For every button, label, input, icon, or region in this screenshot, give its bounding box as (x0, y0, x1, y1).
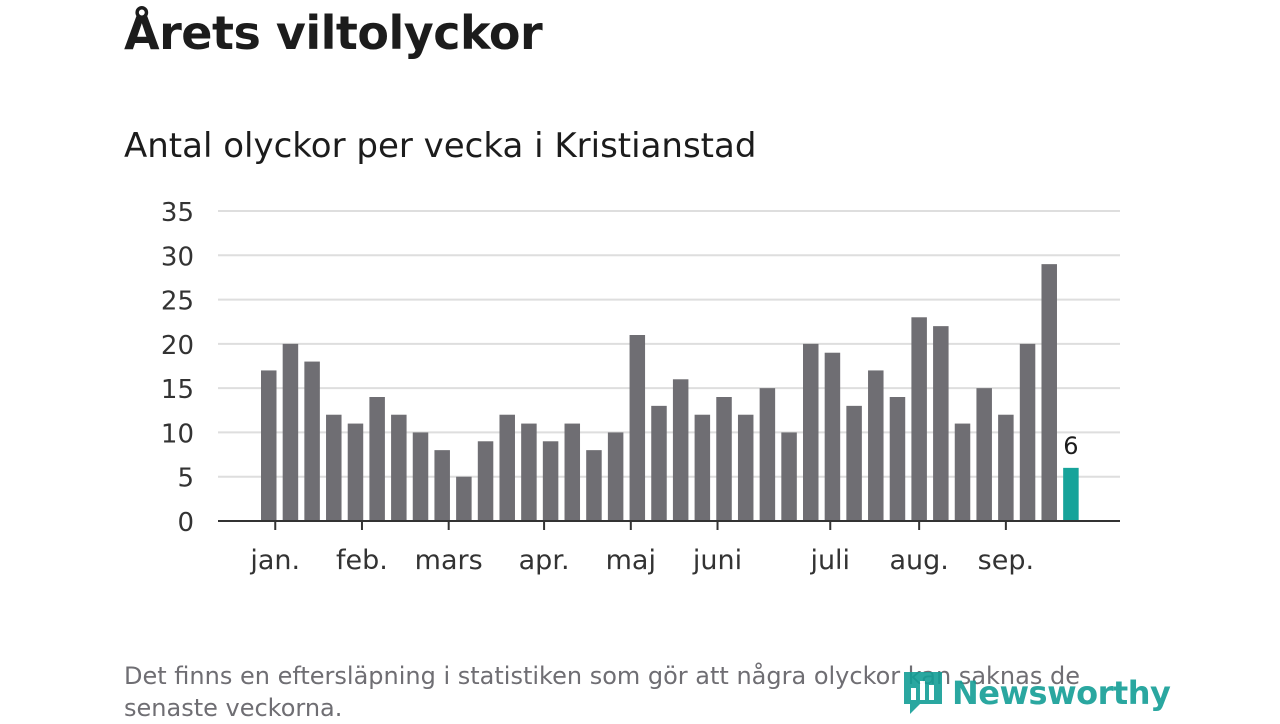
bar (672, 379, 689, 521)
brand-logo: Newsworthy (900, 668, 1171, 718)
bar (326, 414, 342, 521)
bar (282, 343, 299, 521)
x-tick-label: maj (606, 545, 656, 576)
bar (998, 414, 1014, 521)
bar (824, 352, 841, 521)
bar (911, 317, 927, 521)
bar (347, 423, 364, 521)
data-label: 6 (1063, 432, 1078, 460)
bar (369, 397, 385, 521)
bar (889, 397, 906, 521)
x-tick-label: jan. (249, 545, 300, 576)
x-tick-label: aug. (889, 545, 948, 576)
bar (629, 335, 646, 521)
bar (607, 432, 624, 521)
bar (1041, 264, 1057, 521)
bar (803, 343, 819, 521)
bar-chart-speech-bubble-icon (904, 672, 942, 714)
chart-subtitle: Antal olyckor per vecka i Kristianstad (124, 126, 757, 166)
bar (846, 405, 862, 521)
bar (477, 441, 494, 521)
bar (542, 441, 559, 521)
bar (651, 405, 667, 521)
data-labels: 6 (1063, 432, 1078, 460)
x-tick-label: juli (809, 545, 850, 576)
bar (521, 423, 537, 521)
y-tick-label: 0 (177, 508, 194, 538)
bar (391, 414, 407, 521)
brand-name: Newsworthy (952, 674, 1171, 712)
x-tick-label: mars (415, 545, 483, 576)
bar (434, 450, 450, 521)
bar (759, 388, 776, 521)
bar (564, 423, 581, 521)
x-tick-label: feb. (336, 545, 388, 576)
y-tick-label: 5 (177, 464, 194, 494)
y-tick-label: 35 (161, 198, 194, 228)
y-tick-label: 15 (161, 375, 194, 405)
bar (261, 370, 277, 521)
x-axis (218, 520, 1120, 530)
y-axis-tick-labels: 0 5 10 15 20 25 30 35 (161, 198, 194, 538)
y-tick-label: 20 (161, 331, 194, 361)
bar (933, 326, 949, 521)
bars (261, 264, 1079, 521)
x-tick-label: juni (692, 545, 742, 576)
bar (1063, 467, 1079, 521)
grid-lines (218, 210, 1120, 478)
bar (737, 414, 754, 521)
y-tick-label: 25 (161, 287, 194, 317)
bar (781, 432, 797, 521)
bar (456, 476, 472, 521)
bar (694, 414, 711, 521)
x-axis-tick-labels: jan. feb. mars apr. maj juni juli aug. sep. (249, 545, 1034, 576)
y-tick-label: 10 (161, 419, 194, 449)
bar (586, 450, 602, 521)
bar (868, 370, 884, 521)
bar (954, 423, 971, 521)
bar (499, 414, 515, 521)
bar (412, 432, 429, 521)
bar (976, 388, 992, 521)
bar (716, 397, 732, 521)
bar (1019, 343, 1036, 521)
chart-title: Årets viltolyckor (124, 6, 543, 60)
x-tick-label: sep. (978, 545, 1034, 576)
bar (304, 361, 320, 521)
y-tick-label: 30 (161, 242, 194, 272)
x-tick-label: apr. (519, 545, 570, 576)
